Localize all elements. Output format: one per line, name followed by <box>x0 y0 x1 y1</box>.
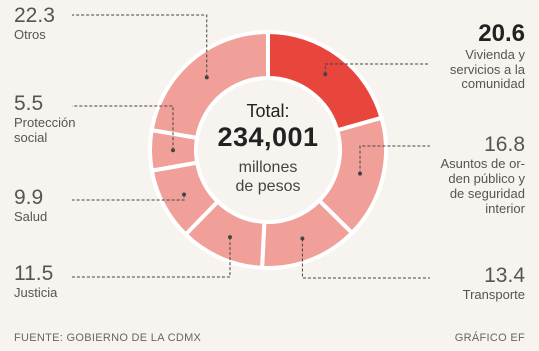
center-total-unit: millones de pesos <box>198 158 338 196</box>
center-unit-line1: millones <box>238 159 298 176</box>
label-asuntos-name3: de seguridad <box>449 186 525 202</box>
label-salud: 9.9 Salud <box>14 186 47 225</box>
leader-line-justicia <box>72 237 231 278</box>
label-proteccion: 5.5 Protección social <box>14 92 75 146</box>
footer-credit: GRÁFICO EF <box>454 332 525 344</box>
label-transporte-name: Transporte <box>462 287 525 303</box>
label-vivienda-name3: comunidad <box>461 76 525 92</box>
label-proteccion-value: 5.5 <box>14 92 44 115</box>
center-total-value: 234,001 <box>217 122 319 152</box>
label-salud-value: 9.9 <box>14 186 44 209</box>
label-asuntos: 16.8 Asuntos de or- den público y de seg… <box>440 133 525 217</box>
label-vivienda: 20.6 Vivienda y servicios a la comunidad <box>450 20 525 92</box>
label-justicia: 11.5 Justicia <box>14 262 57 301</box>
label-salud-name: Salud <box>14 209 48 225</box>
donut-segment-otros <box>149 29 270 141</box>
label-transporte-value: 13.4 <box>484 264 525 287</box>
leader-line-otros <box>72 14 208 78</box>
label-proteccion-name1: Protección <box>14 115 76 131</box>
center-total-label: Total: <box>246 101 290 121</box>
label-otros: 22.3 Otros <box>14 4 55 43</box>
leader-dot-asuntos <box>358 171 363 176</box>
center-unit-line2: de pesos <box>235 178 301 196</box>
label-asuntos-name2: den público y <box>448 171 525 187</box>
label-asuntos-name4: interior <box>485 200 525 216</box>
footer-source: FUENTE: GOBIERNO DE LA CDMX <box>14 332 202 344</box>
label-otros-name: Otros <box>14 27 46 43</box>
leader-dot-transporte <box>300 236 305 241</box>
leader-lines <box>72 14 430 279</box>
leader-dot-vivienda <box>323 72 328 77</box>
leader-line-vivienda <box>324 63 430 75</box>
leader-dot-justicia <box>227 235 232 240</box>
label-proteccion-name2: social <box>14 130 48 146</box>
label-asuntos-value: 16.8 <box>484 133 525 156</box>
label-justicia-value: 11.5 <box>14 262 54 285</box>
leader-dot-proteccion <box>171 148 176 153</box>
leader-line-proteccion <box>72 105 174 151</box>
label-justicia-name: Justicia <box>14 285 58 301</box>
leader-line-asuntos <box>359 145 430 174</box>
leader-dot-salud <box>182 192 187 197</box>
label-vivienda-name2: servicios a la <box>449 61 525 77</box>
label-otros-value: 22.3 <box>14 4 55 27</box>
leader-dot-otros <box>204 75 209 80</box>
label-vivienda-name1: Vivienda y <box>465 46 525 62</box>
label-asuntos-name1: Asuntos de or- <box>440 156 525 172</box>
label-vivienda-value: 20.6 <box>478 20 525 47</box>
label-transporte: 13.4 Transporte <box>463 264 525 303</box>
